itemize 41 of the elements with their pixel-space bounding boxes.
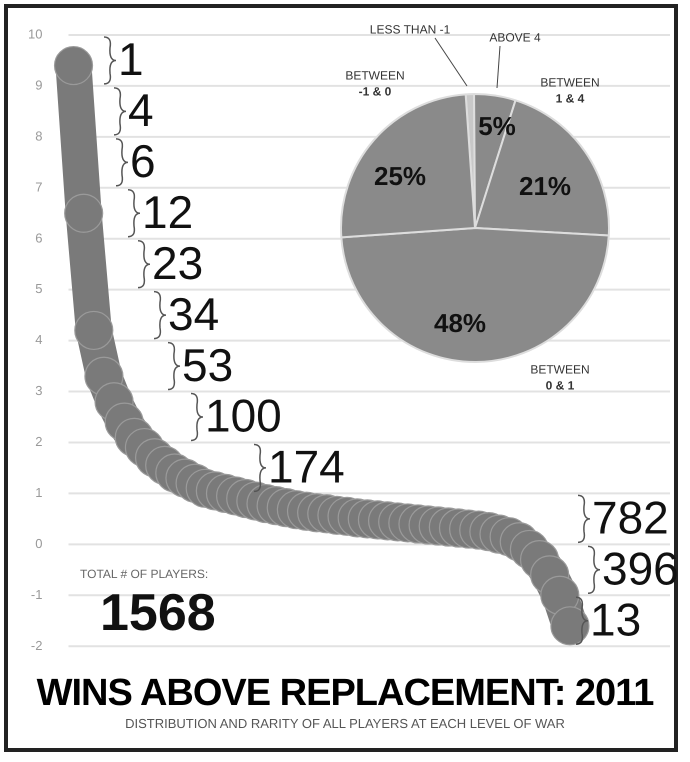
text: 782 [592, 492, 669, 544]
annotation: 23 [152, 236, 204, 289]
annotation: 4 [128, 84, 154, 136]
y-tick-label: -2 [30, 638, 42, 653]
point [540, 576, 580, 615]
y-tick-label: 4 [35, 332, 42, 348]
text: DISTRIBUTION AND RARITY OF ALL PLAYERS AT EACH LEVEL OF WAR [124, 716, 566, 731]
slice-label: LESS THAN -1 [370, 22, 451, 36]
annotation: 100 [205, 390, 282, 442]
slice-label: BETWEEN 1 & 4 [540, 75, 600, 106]
data-label: 21% [518, 171, 572, 202]
annotation: 6 [130, 135, 156, 188]
y-tick-label: 2 [35, 434, 42, 450]
y-tick-label: 6 [35, 230, 42, 246]
text: 13 [590, 593, 642, 646]
annotation: 174 [268, 440, 345, 493]
data-label: 25% [374, 161, 426, 192]
slice-label: ABOVE 4 [489, 30, 542, 44]
annotation: 1568 [100, 584, 216, 642]
annotation: 53 [182, 338, 234, 391]
y-tick-label: 7 [35, 179, 42, 194]
point [64, 194, 104, 233]
slice-label: BETWEEN 0 & 1 [530, 362, 590, 392]
y-tick-label: 8 [35, 128, 42, 144]
y-tick-label: -1 [30, 586, 42, 602]
text: WINS ABOVE REPLACEMENT: 2011 [36, 672, 654, 715]
y-tick-label: 10 [28, 26, 42, 42]
point [550, 606, 590, 646]
annotation: TOTAL # OF PLAYERS: [80, 567, 208, 582]
annotation: 34 [168, 288, 220, 340]
annotation: 12 [142, 186, 194, 238]
y-tick-label: 9 [35, 78, 42, 93]
y-tick-label: 1 [35, 484, 42, 500]
point [54, 46, 94, 86]
y-tick-label: 0 [35, 536, 42, 551]
y-tick-label: 3 [35, 383, 42, 398]
data-label: 48% [434, 308, 486, 338]
slice-label: BETWEEN -1 & 0 [345, 68, 405, 98]
y-tick-label: 5 [35, 281, 42, 296]
annotation: 1 [118, 33, 144, 86]
point [74, 310, 114, 350]
